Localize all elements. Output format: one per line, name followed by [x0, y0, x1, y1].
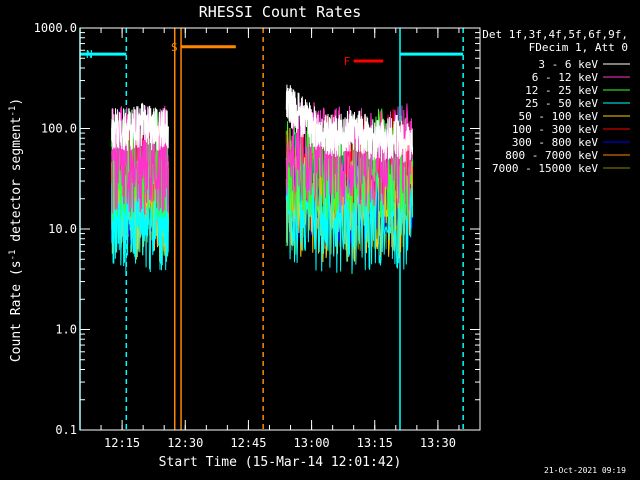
x-axis-label: Start Time (15-Mar-14 12:01:42) [159, 455, 402, 470]
series-line [111, 105, 169, 215]
flag-label: F [344, 55, 351, 68]
legend-entry-label: 300 - 800 keV [512, 136, 598, 149]
legend-entry-label: 12 - 25 keV [525, 84, 598, 97]
y-tick-label: 0.1 [55, 423, 77, 437]
legend-entry-label: 100 - 300 keV [512, 123, 598, 136]
flag-bars: N S F [80, 41, 464, 68]
series-line [111, 102, 169, 151]
legend-entry-label: 7000 - 15000 keV [492, 162, 598, 175]
y-axis-label-sup: -1 [8, 250, 18, 261]
y-axis-label-suffix: detector segment [9, 117, 24, 250]
y-axis-label-sup2: -1 [8, 106, 18, 117]
y-axis-label-end: ) [9, 98, 24, 106]
legend-header: FDecim 1, Att 0 [529, 41, 628, 54]
y-tick-label: 1000.0 [34, 21, 77, 35]
legend-entry-label: 800 - 7000 keV [505, 149, 598, 162]
x-tick-label: 12:45 [230, 436, 266, 450]
x-tick-label: 12:15 [104, 436, 140, 450]
legend: Det 1f,3f,4f,5f,6f,9f,FDecim 1, Att 0 3 -… [482, 28, 630, 175]
y-tick-label: 100.0 [41, 122, 77, 136]
series-line [285, 84, 414, 163]
x-tick-label: 13:30 [420, 436, 456, 450]
legend-entry-label: 6 - 12 keV [532, 71, 599, 84]
y-axis-label: Count Rate (s-1 detector segment-1) [8, 98, 24, 362]
y-axis-label-prefix: Count Rate (s [9, 260, 24, 362]
y-tick-label: 10.0 [48, 222, 77, 236]
x-tick-label: 13:00 [294, 436, 330, 450]
flag-label: S [171, 41, 178, 54]
y-tick-label: 1.0 [55, 323, 77, 337]
axes: 0.1 1.0 10.0 100.0 1000.0 12:15 12:30 12:45 13:0… [34, 21, 481, 450]
x-tick-label: 13:15 [357, 436, 393, 450]
x-tick-label: 12:30 [167, 436, 203, 450]
flag-label: N [86, 48, 93, 61]
legend-entry-label: 25 - 50 keV [525, 97, 598, 110]
data-series [111, 84, 414, 276]
legend-entry-label: 50 - 100 keV [519, 110, 599, 123]
legend-header: Det 1f,3f,4f,5f,6f,9f, [482, 28, 628, 41]
legend-entry-label: 3 - 6 keV [538, 58, 598, 71]
footer-timestamp: 21-Oct-2021 09:19 [544, 466, 626, 475]
chart-title: RHESSI Count Rates [199, 3, 362, 21]
